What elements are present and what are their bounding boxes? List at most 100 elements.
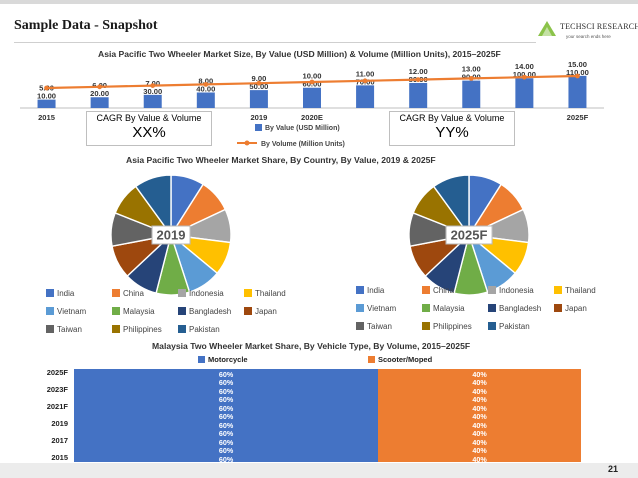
legend-swatch — [112, 289, 120, 297]
pie-legend-item: India — [46, 289, 74, 298]
pie-legend-item: Malaysia — [422, 304, 465, 313]
value-bar — [143, 94, 162, 108]
legend-label: Bangladesh — [189, 307, 232, 316]
legend-label: Bangladesh — [499, 304, 542, 313]
pie-legend-item: Japan — [554, 304, 587, 313]
legend-swatch — [46, 307, 54, 315]
legend-label: Pakistan — [499, 322, 530, 331]
volume-data-label: 8.00 — [198, 76, 213, 85]
legend-swatch — [356, 322, 364, 330]
legend-value-series: By Value (USD Million) — [255, 124, 340, 132]
pie-label-2025f: 2025F — [445, 225, 493, 245]
value-data-label: 10.00 — [37, 92, 56, 101]
legend-label: Thailand — [255, 289, 286, 298]
scooter-share-label: 40% — [472, 437, 487, 447]
volume-point — [203, 82, 209, 87]
value-bar — [303, 87, 321, 108]
x-tick-label: 2015 — [38, 113, 56, 122]
legend-label-volume: By Volume (Million Units) — [261, 141, 345, 148]
x-tick-label: 2019 — [250, 113, 267, 122]
value-data-label: 100.00 — [513, 70, 536, 79]
motorcycle-share-label: 60% — [218, 395, 234, 405]
pie-legend-item: China — [422, 286, 454, 295]
pie-slice — [432, 174, 470, 238]
legend-label: Pakistan — [189, 325, 220, 334]
scooter-share-label: 40% — [472, 454, 487, 464]
volume-point — [575, 73, 580, 79]
legend-swatch-scooter — [368, 356, 375, 363]
volume-point — [44, 85, 49, 91]
motorcycle-share-label: 60% — [218, 454, 234, 464]
value-bar — [409, 82, 428, 108]
legend-label: Vietnam — [57, 307, 87, 316]
value-data-label: 30.00 — [143, 87, 162, 96]
value-bar — [462, 80, 481, 108]
legend-scooter: Scooter/Moped — [368, 355, 432, 364]
vehicle-type-chart-title: Malaysia Two Wheeler Market Share, By Ve… — [152, 341, 471, 351]
scooter-share-label: 40% — [472, 378, 487, 388]
pie-svg-2019 — [110, 174, 232, 296]
legend-swatch — [554, 304, 562, 312]
pie-chart-2019: 2019 — [106, 170, 236, 300]
scooter-share-label: 40% — [472, 395, 487, 405]
pie-legend-item: Thailand — [554, 286, 596, 295]
logo-tagline: your search ends here — [566, 34, 611, 39]
header-divider — [14, 42, 536, 43]
legend-motorcycle: Motorcycle — [198, 355, 248, 364]
pie-legend-item: Taiwan — [356, 322, 392, 331]
page-number: 21 — [608, 464, 619, 474]
legend-label: Taiwan — [57, 325, 82, 334]
legend-label: Indonesia — [499, 286, 534, 295]
motorcycle-share-label: 60% — [218, 420, 234, 430]
legend-swatch — [178, 307, 186, 315]
y-tick-label: 2021F — [46, 402, 68, 412]
top-border — [0, 0, 638, 4]
motorcycle-share-label: 60% — [218, 378, 234, 388]
legend-swatch — [422, 322, 430, 330]
cagr-value-box-right: CAGR By Value & Volume YY% — [389, 111, 515, 146]
motorcycle-share-label: 60% — [218, 370, 234, 379]
company-logo: TECHSCI RESEARCH your search ends here — [534, 18, 638, 46]
pie-legend-item: Indonesia — [178, 289, 224, 298]
y-tick-label: 2023F — [46, 385, 68, 395]
legend-swatch — [356, 304, 364, 312]
footer-bar — [0, 463, 638, 478]
cagr-value-box-left: CAGR By Value & Volume XX% — [86, 111, 212, 146]
market-size-chart: 5.0010.006.0020.007.0030.008.0040.009.00… — [20, 60, 604, 122]
value-bar — [196, 92, 215, 108]
y-tick-label: 2017 — [51, 435, 68, 445]
page-title: Sample Data - Snapshot — [14, 18, 158, 33]
volume-data-label: 9.00 — [252, 74, 267, 83]
pie-legend-item: Vietnam — [46, 307, 86, 316]
value-bar — [515, 78, 534, 108]
volume-point — [415, 77, 421, 82]
motorcycle-share-label: 60% — [218, 446, 234, 456]
volume-point — [309, 79, 315, 85]
motorcycle-share-label: 60% — [218, 429, 234, 439]
cagr-value-left: XX% — [132, 124, 166, 141]
motorcycle-share-label: 60% — [218, 403, 234, 413]
pie-legend-item: China — [112, 289, 144, 298]
pie-legend-item: Philippines — [422, 322, 472, 331]
cagr-value-right: YY% — [435, 124, 469, 141]
pie-legend-item: Taiwan — [46, 325, 82, 334]
volume-point — [97, 84, 103, 90]
pie-legend-item: Philippines — [112, 325, 162, 334]
legend-label: Indonesia — [189, 289, 224, 298]
scooter-share-label: 40% — [472, 412, 487, 422]
legend-swatch — [112, 325, 120, 333]
volume-data-label: 15.00 — [568, 60, 587, 69]
pie-legend-item: Japan — [244, 307, 277, 316]
value-data-label: 50.00 — [249, 82, 268, 91]
value-bar — [90, 97, 109, 108]
legend-label-scooter: Scooter/Moped — [378, 355, 433, 364]
pie-slice — [134, 174, 172, 238]
cagr-label-right: CAGR By Value & Volume — [399, 113, 505, 123]
pie-legend-item: Thailand — [244, 289, 286, 298]
legend-swatch — [112, 307, 120, 315]
value-bar — [356, 85, 375, 108]
legend-swatch — [422, 286, 430, 294]
scooter-share-label: 40% — [472, 403, 487, 413]
legend-swatch — [554, 286, 562, 294]
pie-legend-item: Indonesia — [488, 286, 534, 295]
